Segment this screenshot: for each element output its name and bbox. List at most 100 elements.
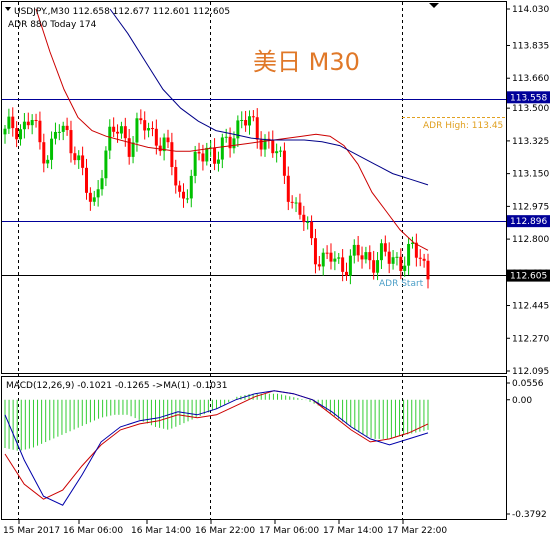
candle-body: [201, 153, 205, 162]
candle-body: [310, 221, 314, 239]
candle-body: [236, 120, 240, 139]
candle-body: [267, 138, 271, 140]
price-tick-label: 113.500: [512, 104, 549, 114]
candle-body: [313, 238, 317, 265]
candle-body: [395, 256, 399, 258]
time-tick-label: 16 Mar 06:00: [63, 526, 123, 536]
candle-body: [158, 145, 162, 152]
price-tick-label: 112.445: [512, 302, 549, 312]
adr-start-label: ADR Start: [379, 279, 424, 289]
price-tick-label: 113.325: [512, 137, 549, 147]
candle-body: [193, 151, 197, 176]
macd-axis: 0.0556 0.00 -0.3792: [506, 379, 547, 520]
candle-body: [220, 137, 224, 160]
time-tick-label: 17 Mar 22:00: [387, 526, 447, 536]
candle-body: [364, 252, 368, 260]
candle-body: [139, 118, 143, 121]
candle-body: [255, 117, 259, 140]
price-tick-label: 112.270: [512, 334, 549, 344]
candle-body: [147, 128, 151, 131]
candle-body: [372, 260, 376, 273]
shift-marker-icon[interactable]: [429, 3, 439, 8]
candle-body: [410, 242, 414, 244]
candle-body: [46, 159, 50, 164]
price-tick-label: 113.835: [512, 41, 549, 51]
candle-body: [197, 151, 201, 154]
candle-body: [127, 138, 131, 157]
ma-red-line: [35, 8, 429, 251]
candle-body: [251, 116, 255, 118]
candle-body: [329, 252, 333, 262]
candle-body: [88, 192, 92, 202]
candle-body: [162, 137, 166, 152]
candle-body: [282, 150, 286, 176]
candle-body: [426, 260, 430, 280]
candle-body: [321, 252, 325, 267]
candle-body: [7, 116, 11, 129]
candle-body: [263, 138, 267, 150]
macd-tick-label: -0.3792: [512, 510, 547, 520]
candle-body: [232, 138, 236, 149]
macd-tick-label: 0.0556: [512, 379, 544, 389]
candle-body: [387, 251, 391, 264]
macd-panel: [1, 376, 507, 520]
candle-body: [50, 138, 54, 160]
candle-body: [279, 150, 283, 152]
candle-body: [302, 214, 306, 223]
candle-body: [57, 131, 61, 133]
candle-body: [30, 119, 34, 126]
candle-body: [317, 264, 321, 267]
price-tick-label: 113.150: [512, 170, 549, 180]
candle-body: [116, 131, 120, 134]
price-axis: 114.030 113.835 113.660 113.500 113.325 113.1…: [506, 5, 549, 377]
candle-body: [108, 126, 112, 151]
price-tag-box: [507, 215, 550, 228]
price-tags: 113.558 112.896 112.605: [507, 91, 550, 282]
macd-main-line: [4, 390, 429, 506]
candle-body: [143, 120, 147, 131]
time-tick-label: 17 Mar 06:00: [259, 526, 319, 536]
candle-body: [65, 125, 69, 131]
candle-body: [96, 189, 100, 198]
price-tag-box: [507, 269, 550, 282]
candle-body: [298, 202, 302, 215]
candle-body: [135, 118, 139, 143]
candle-body: [376, 260, 380, 273]
price-tag-box: [507, 91, 550, 104]
candle-body: [356, 244, 360, 256]
price-tick-label: 112.800: [512, 235, 549, 245]
candle-body: [422, 258, 426, 261]
candle-body: [84, 167, 88, 193]
candle-body: [15, 128, 19, 140]
candle-body: [38, 120, 42, 143]
candle-body: [104, 150, 108, 179]
time-axis: 15 Mar 2017 16 Mar 06:00 16 Mar 14:00 16 Ma…: [3, 520, 447, 536]
candle-body: [403, 265, 407, 271]
price-tick-label: 112.095: [512, 367, 549, 377]
price-tick-label: 114.030: [512, 5, 549, 15]
candle-body: [341, 257, 345, 272]
candles-group: [3, 107, 430, 289]
dropdown-arrow-icon[interactable]: [5, 7, 11, 11]
candle-body: [399, 256, 403, 271]
candle-body: [240, 120, 244, 122]
time-tick-label: 16 Mar 22:00: [195, 526, 255, 536]
candle-body: [379, 243, 383, 261]
candle-body: [368, 252, 372, 261]
price-tick-label: 112.975: [512, 202, 549, 212]
candle-body: [414, 242, 418, 258]
price-tag-label: 112.605: [510, 272, 547, 282]
candle-body: [259, 139, 263, 150]
candle-body: [123, 126, 127, 139]
candle-body: [383, 243, 387, 252]
candle-body: [119, 126, 123, 134]
candle-body: [34, 119, 38, 121]
time-tick-label: 17 Mar 14:00: [323, 526, 383, 536]
candle-body: [3, 128, 7, 135]
candle-body: [275, 151, 279, 154]
candle-body: [290, 201, 294, 203]
candle-body: [19, 129, 23, 140]
time-tick-label: 15 Mar 2017: [3, 526, 60, 536]
candle-body: [131, 142, 135, 157]
